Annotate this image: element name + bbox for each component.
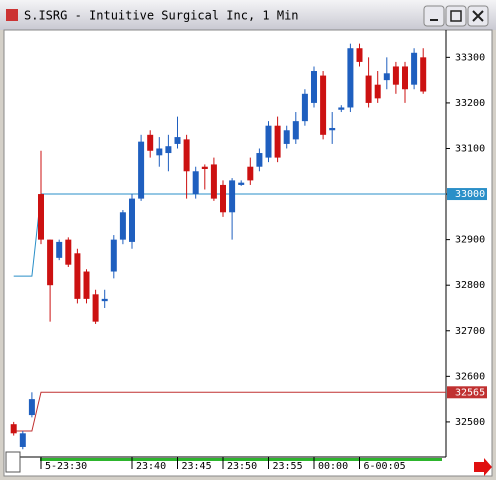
- candle-body: [265, 125, 272, 158]
- candle-body: [174, 137, 181, 144]
- candle-body: [138, 141, 145, 199]
- candle-body: [338, 107, 345, 110]
- y-tick-label: 32800: [455, 280, 485, 291]
- y-tick-label: 32700: [455, 326, 485, 337]
- candle-body: [47, 239, 54, 286]
- candle-body: [119, 212, 126, 240]
- candle-body: [129, 198, 135, 242]
- candle-body: [110, 239, 117, 272]
- candle-body: [28, 399, 35, 416]
- candle-body: [311, 71, 317, 103]
- candle-body: [147, 134, 154, 151]
- candle-body: [156, 148, 163, 156]
- candle-body: [65, 239, 72, 265]
- y-tick-label: 33200: [455, 98, 485, 109]
- reference-label-box: [447, 386, 487, 399]
- candle-body: [92, 294, 99, 322]
- candle-body: [38, 194, 44, 240]
- candle-body: [220, 184, 226, 213]
- x-tick-label: 5-23:30: [45, 461, 87, 472]
- y-tick-label: 33300: [455, 52, 485, 63]
- x-tick-label: 23:55: [273, 461, 303, 472]
- candle-body: [374, 84, 381, 99]
- window-title: S.ISRG - Intuitive Surgical Inc, 1 Min: [24, 9, 299, 23]
- candle-body: [74, 253, 81, 299]
- x-tick-label: 23:50: [227, 461, 257, 472]
- candle-body: [301, 93, 308, 122]
- plot: 32500 32600 32700 32800 32900 33000 33100 33200…: [10, 43, 487, 472]
- minimize-button[interactable]: [423, 5, 445, 27]
- x-tick-label: 6-00:05: [364, 461, 406, 472]
- scroll-box[interactable]: [5, 451, 21, 473]
- app-icon: [6, 9, 18, 21]
- y-tick-label: 33100: [455, 143, 485, 154]
- y-tick-label: 32600: [455, 371, 485, 382]
- candle-body: [210, 164, 217, 199]
- reference-label: 33000: [455, 189, 485, 200]
- chart-area: [3, 29, 493, 477]
- candle-body: [402, 66, 408, 90]
- maximize-button[interactable]: [445, 5, 467, 27]
- candle-body: [347, 48, 354, 108]
- candle-body: [283, 130, 290, 144]
- candle-body: [411, 52, 418, 85]
- candle-body: [83, 271, 90, 299]
- candle-body: [229, 180, 236, 213]
- x-tick-label: 00:00: [318, 461, 348, 472]
- x-tick-label: 23:40: [136, 461, 166, 472]
- reference-label: 32565: [455, 387, 485, 398]
- x-axis-bar: [40, 458, 442, 461]
- candle-body: [274, 125, 281, 158]
- reference-label-box: [447, 188, 487, 201]
- candle-body: [329, 127, 336, 131]
- candle-body: [10, 424, 17, 434]
- candle-body: [392, 66, 399, 85]
- reference-line: [13, 193, 446, 277]
- candle-body: [256, 153, 263, 167]
- candle-body: [238, 182, 245, 185]
- title-bar: [0, 0, 496, 30]
- candle-body: [101, 298, 108, 302]
- candle-body: [292, 121, 299, 140]
- candle-body: [19, 433, 26, 447]
- candle-body: [56, 241, 63, 258]
- candle-body: [165, 146, 172, 154]
- candle-body: [356, 48, 363, 62]
- candle-body: [365, 75, 372, 103]
- candle-body: [183, 139, 190, 172]
- x-tick-label: 23:45: [182, 461, 212, 472]
- y-tick-label: 32900: [455, 235, 485, 246]
- candle-body: [247, 166, 254, 181]
- candle-body: [201, 166, 208, 169]
- close-icon: [472, 10, 484, 22]
- maximize-icon: [450, 10, 462, 22]
- candle-body: [420, 57, 427, 92]
- candle-body: [320, 75, 327, 135]
- scroll-arrow[interactable]: [474, 458, 492, 476]
- candle-body: [192, 171, 199, 195]
- candle-body: [383, 73, 390, 81]
- y-tick-label: 32500: [455, 417, 485, 428]
